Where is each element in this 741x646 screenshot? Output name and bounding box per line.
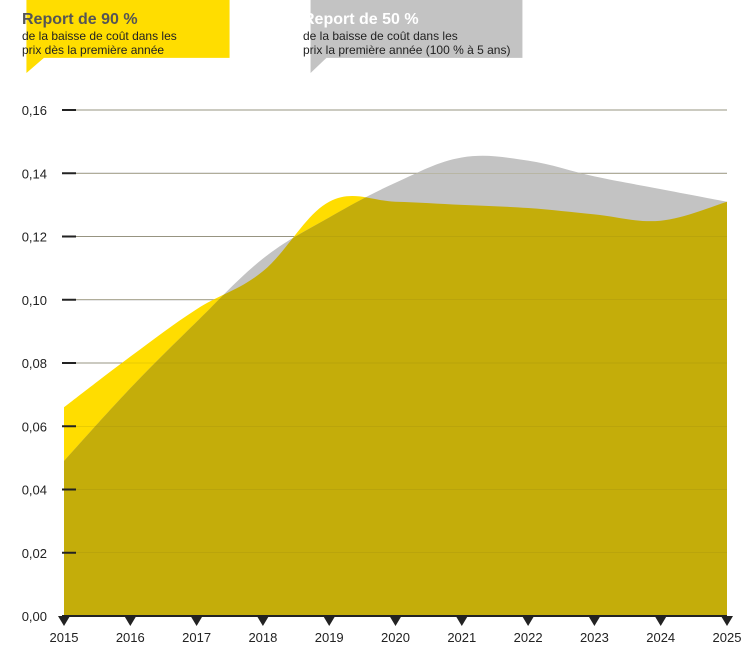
x-tick-label: 2019 (315, 630, 344, 645)
y-tick-label: 0,08 (22, 356, 47, 371)
y-tick-label: 0,10 (22, 293, 47, 308)
x-tick-mark (323, 616, 336, 626)
legend-report-90-box (26, 0, 230, 73)
x-tick-mark (58, 616, 70, 626)
y-tick-label: 0,06 (22, 419, 47, 434)
x-tick-label: 2023 (580, 630, 609, 645)
legend-report-50-box (310, 0, 523, 73)
axes: 0,00 0,02 0,04 0,06 0,08 0,10 0,12 0,14 0,16 2015… (22, 103, 741, 645)
x-tick-mark (389, 616, 402, 626)
x-tick-mark (588, 616, 601, 626)
x-tick-mark (190, 616, 203, 626)
x-tick-label: 2018 (248, 630, 277, 645)
legend-report-50-line2: prix la première année (100 % à 5 ans) (303, 43, 511, 57)
x-tick-label: 2020 (381, 630, 410, 645)
y-tick-label: 0,04 (22, 483, 47, 498)
x-tick-label: 2025 (713, 630, 741, 645)
x-tick-label: 2022 (514, 630, 543, 645)
x-tick-mark (522, 616, 535, 626)
x-tick-mark (654, 616, 667, 626)
legend-report-90-line1: de la baisse de coût dans les (22, 29, 177, 43)
x-tick-label: 2017 (182, 630, 211, 645)
y-tick-label: 0,14 (22, 166, 47, 181)
legend-report-50-title: Report de 50 % (303, 11, 419, 28)
legend-report-50-line1: de la baisse de coût dans les (303, 29, 458, 43)
x-tick-mark (124, 616, 137, 626)
x-tick-mark (721, 616, 733, 626)
y-tick-label: 0,12 (22, 230, 47, 245)
x-tick-label: 2016 (116, 630, 145, 645)
legend-report-90-title: Report de 90 % (22, 11, 138, 28)
x-tick-mark (455, 616, 468, 626)
legend-report-50: Report de 50 % de la baisse de coût dans… (283, 0, 550, 73)
legend-report-90: Report de 90 % de la baisse de coût dans… (0, 0, 256, 73)
y-tick-label: 0,02 (22, 546, 47, 561)
x-tick-label: 2024 (646, 630, 675, 645)
y-tick-label: 0,16 (22, 103, 47, 118)
y-tick-label: 0,00 (22, 609, 47, 624)
area-overlap (64, 196, 727, 616)
x-tick-label: 2015 (50, 630, 79, 645)
legend-report-90-line2: prix dès la première année (22, 43, 165, 57)
series-areas (64, 109, 727, 617)
x-tick-mark (256, 616, 269, 626)
x-tick-label: 2021 (447, 630, 476, 645)
